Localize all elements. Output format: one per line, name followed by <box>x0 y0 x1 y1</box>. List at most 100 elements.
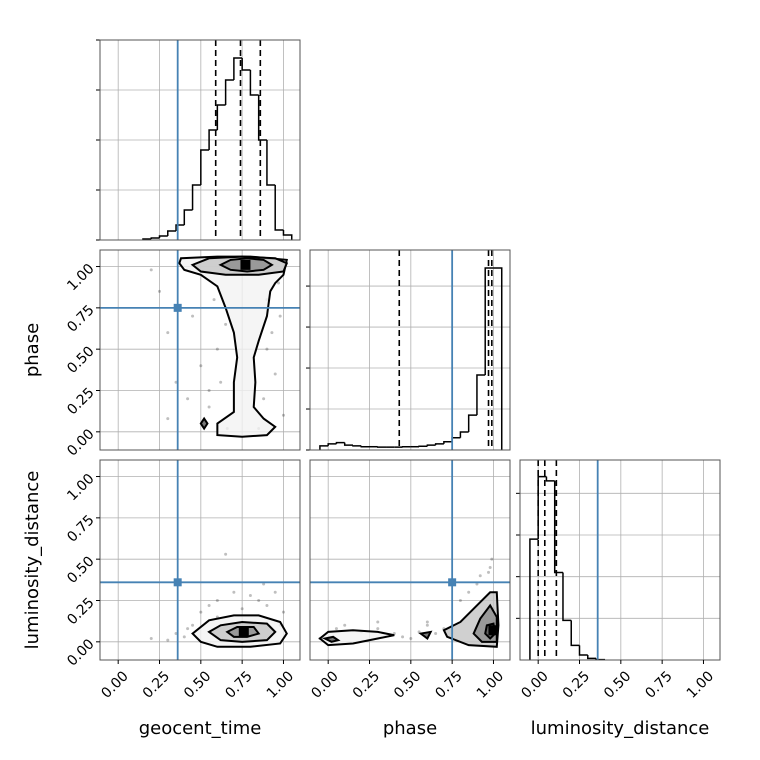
histogram-bin <box>352 445 362 447</box>
sample-point <box>174 632 178 636</box>
y-axis-label: luminosity_distance <box>22 471 43 650</box>
sample-point <box>425 623 429 627</box>
x-tick-label: 1.00 <box>684 668 717 701</box>
sample-point <box>376 620 380 624</box>
sample-point <box>207 388 211 392</box>
sample-point <box>207 603 211 607</box>
x-tick-label: 0.75 <box>222 668 255 701</box>
histogram-bin <box>570 620 580 647</box>
x-tick-label: 0.00 <box>308 668 341 701</box>
histogram-bin <box>150 237 160 239</box>
x-tick-label: 0.50 <box>181 668 214 701</box>
histogram-bin <box>545 476 555 482</box>
sample-point <box>174 380 178 384</box>
sample-point <box>215 347 219 351</box>
histogram-bin <box>274 185 284 231</box>
x-axis-label: phase <box>383 718 437 739</box>
sample-point <box>262 582 266 586</box>
y-tick-label: 0.25 <box>64 595 97 628</box>
sample-point <box>191 314 195 318</box>
sample-point <box>458 598 462 602</box>
contour <box>199 416 209 431</box>
truth-marker <box>448 578 457 587</box>
sample-point <box>488 565 492 569</box>
sample-point <box>215 598 219 602</box>
histogram-bin <box>335 441 345 444</box>
sample-point <box>409 637 413 641</box>
sample-point <box>467 590 471 594</box>
sample-point <box>262 397 266 401</box>
sample-point <box>248 594 252 598</box>
sample-point <box>334 627 338 631</box>
panel-frame <box>309 249 511 451</box>
y-axis-label: phase <box>22 323 43 377</box>
panel-frame <box>99 459 301 661</box>
truth-marker <box>173 578 182 587</box>
sample-point <box>278 314 282 318</box>
sample-point <box>212 298 216 302</box>
sample-point <box>273 590 277 594</box>
y-tick-label: 1.00 <box>64 261 97 294</box>
histogram-bin <box>537 475 547 540</box>
histogram-bin <box>183 209 193 225</box>
panel-frame <box>309 459 511 661</box>
y-tick-label: 0.50 <box>64 554 97 587</box>
density-peak <box>488 625 499 636</box>
histogram-bin <box>200 149 210 185</box>
histogram-bin <box>241 58 251 71</box>
sample-point <box>166 417 170 421</box>
sample-point <box>281 413 285 417</box>
sample-point <box>232 590 236 594</box>
histogram-bin <box>529 538 539 660</box>
histogram-bin <box>434 443 444 446</box>
x-axis-label: geocent_time <box>139 718 262 739</box>
sample-point <box>186 397 190 401</box>
sample-point <box>207 405 211 409</box>
x-tick-label: 1.00 <box>474 668 507 701</box>
sample-point <box>257 598 261 602</box>
sample-point <box>277 281 281 285</box>
sample-point <box>343 623 347 627</box>
histogram-bin <box>282 230 293 240</box>
histogram-bin <box>553 480 563 574</box>
histogram-bin <box>493 267 503 450</box>
sample-point <box>224 322 228 326</box>
contour <box>418 630 433 641</box>
y-tick-label: 1.00 <box>64 471 97 504</box>
histogram-bin <box>249 70 259 96</box>
histogram-bin <box>484 267 494 375</box>
histogram-bin <box>562 572 572 622</box>
y-tick-label: 0.75 <box>64 302 97 335</box>
sample-point <box>182 635 186 639</box>
sample-point <box>490 557 494 561</box>
contour <box>178 255 288 438</box>
histogram-bin <box>587 655 597 660</box>
sample-point <box>434 632 438 636</box>
histogram-bin <box>266 140 276 186</box>
histogram-bin <box>443 441 453 444</box>
sample-point <box>281 610 285 614</box>
x-axis-label: luminosity_distance <box>531 718 710 739</box>
x-tick-label: 0.50 <box>601 668 634 701</box>
sample-point <box>199 610 203 614</box>
sample-point <box>240 607 244 611</box>
sample-point <box>425 620 429 624</box>
truth-marker <box>173 303 182 312</box>
sample-point <box>417 630 421 634</box>
sample-point <box>166 638 170 642</box>
histogram-bin <box>167 230 177 236</box>
x-tick-label: 1.00 <box>264 668 297 701</box>
density-peak <box>240 259 251 270</box>
histogram-bin <box>451 436 461 442</box>
sample-point <box>191 623 195 627</box>
histogram-bin <box>327 443 337 446</box>
x-tick-label: 0.50 <box>391 668 424 701</box>
x-tick-label: 0.00 <box>518 668 551 701</box>
sample-point <box>475 582 479 586</box>
histogram-bin <box>216 104 226 130</box>
y-tick-label: 0.75 <box>64 512 97 545</box>
x-tick-label: 0.75 <box>432 668 465 701</box>
y-tick-label: 0.00 <box>64 426 97 459</box>
histogram-bin <box>191 184 201 210</box>
